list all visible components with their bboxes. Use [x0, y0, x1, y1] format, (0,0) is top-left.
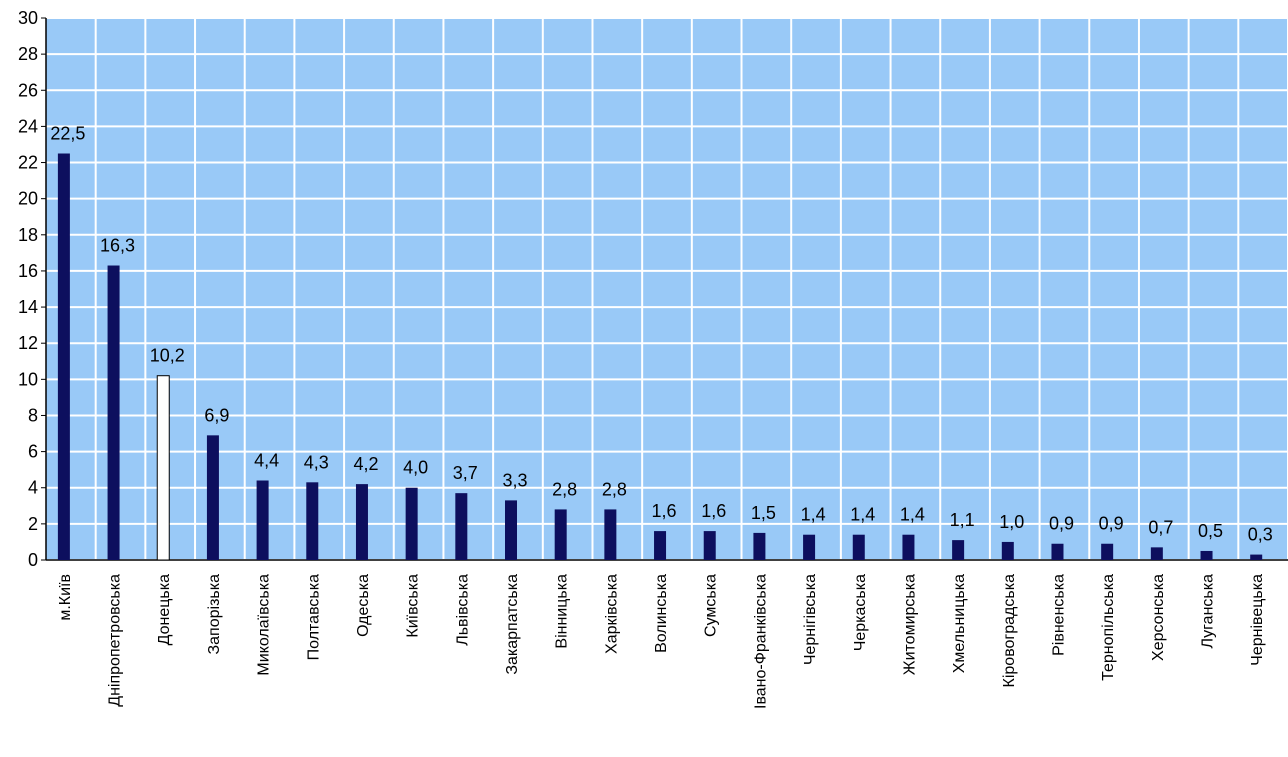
- data-label: 0,5: [1198, 521, 1223, 541]
- y-tick-label: 12: [18, 333, 38, 353]
- plot-background: [46, 18, 1288, 560]
- x-tick-label: Дніпропетровська: [107, 574, 124, 707]
- bar: [1200, 550, 1213, 560]
- data-label: 2,8: [602, 479, 627, 499]
- bar: [306, 482, 319, 560]
- x-tick-label: Донецька: [156, 574, 173, 646]
- data-label: 1,5: [751, 503, 776, 523]
- data-label: 0,3: [1248, 525, 1273, 545]
- data-label: 0,7: [1148, 517, 1173, 537]
- data-label: 1,1: [950, 510, 975, 530]
- y-tick-label: 30: [18, 8, 38, 28]
- bar: [206, 435, 219, 560]
- data-label: 1,4: [900, 505, 925, 525]
- y-tick-label: 24: [18, 116, 38, 136]
- x-tick-label: Кіровоградська: [1001, 574, 1018, 688]
- y-tick-label: 16: [18, 261, 38, 281]
- bar: [1150, 547, 1163, 560]
- bar: [405, 487, 418, 560]
- y-tick-label: 14: [18, 297, 38, 317]
- x-tick-label: Херсонська: [1150, 574, 1167, 661]
- y-tick-label: 22: [18, 153, 38, 173]
- y-tick-label: 8: [28, 405, 38, 425]
- data-label: 3,7: [453, 463, 478, 483]
- y-tick-label: 18: [18, 225, 38, 245]
- data-label: 4,2: [353, 454, 378, 474]
- x-tick-label: Полтавська: [305, 574, 322, 660]
- data-label: 1,6: [701, 501, 726, 521]
- x-tick-label: Чернігівська: [802, 574, 819, 665]
- y-tick-label: 20: [18, 189, 38, 209]
- data-label: 22,5: [50, 124, 85, 144]
- data-label: 2,8: [552, 479, 577, 499]
- bar: [753, 532, 766, 560]
- bar: [803, 534, 816, 560]
- x-tick-label: Вінницька: [554, 574, 571, 649]
- bar: [554, 509, 567, 560]
- x-tick-label: Івано-Франківська: [752, 574, 769, 709]
- y-tick-label: 0: [28, 550, 38, 570]
- data-label: 4,4: [254, 451, 279, 471]
- x-tick-label: Закарпатська: [504, 574, 521, 675]
- x-tick-label: Луганська: [1200, 574, 1217, 649]
- data-label: 10,2: [150, 346, 185, 366]
- bar: [1051, 543, 1064, 560]
- bar: [107, 265, 120, 560]
- x-tick-label: Миколаївська: [256, 574, 273, 676]
- bar: [952, 540, 965, 560]
- x-tick-label: м.Київ: [57, 574, 74, 621]
- bar: [1250, 554, 1263, 560]
- bar: [902, 534, 915, 560]
- bar: [852, 534, 865, 560]
- data-label: 4,0: [403, 458, 428, 478]
- bar: [156, 375, 170, 561]
- x-tick-label: Запорізька: [206, 574, 223, 655]
- data-label: 0,9: [1049, 514, 1074, 534]
- x-tick-label: Волинська: [653, 574, 670, 653]
- data-label: 6,9: [204, 405, 229, 425]
- data-label: 1,4: [850, 505, 875, 525]
- bar: [256, 480, 269, 560]
- bar: [355, 484, 368, 560]
- y-tick-label: 4: [28, 478, 38, 498]
- x-tick-label: Житомирська: [901, 574, 918, 675]
- bar: [654, 531, 667, 560]
- bar: [455, 493, 468, 560]
- data-label: 1,4: [801, 505, 826, 525]
- data-labels: 22,5 16,3 10,2 6,9 4,4 4,3 4,2 4,0 3,7 3,3 2,8 2,8 1…: [50, 124, 1272, 545]
- x-tick-label: Харківська: [603, 574, 620, 654]
- data-label: 16,3: [100, 236, 135, 256]
- x-tick-label: Чернівецька: [1249, 574, 1266, 666]
- y-tick-label: 10: [18, 369, 38, 389]
- y-tick-label: 26: [18, 80, 38, 100]
- data-label: 1,6: [652, 501, 677, 521]
- x-tick-label: Хмельницька: [951, 574, 968, 673]
- x-tick-label: Черкаська: [852, 574, 869, 651]
- bars: [57, 153, 1263, 561]
- bar: [703, 531, 716, 560]
- x-tick-label: Одеська: [355, 574, 372, 637]
- x-axis-category-labels: м.Київ Дніпропетровська Донецька Запорізька…: [57, 574, 1266, 709]
- bar: [1001, 541, 1014, 560]
- y-tick-label: 28: [18, 44, 38, 64]
- bar: [57, 153, 70, 560]
- x-tick-label: Тернопільська: [1100, 574, 1117, 681]
- x-tick-label: Рівненська: [1050, 574, 1067, 656]
- data-label: 0,9: [1099, 514, 1124, 534]
- bar: [505, 500, 518, 560]
- x-tick-label: Сумська: [703, 574, 720, 637]
- gridlines: [46, 17, 1288, 561]
- y-tick-label: 2: [28, 514, 38, 534]
- data-label: 3,3: [502, 470, 527, 490]
- x-tick-label: Київська: [405, 574, 422, 638]
- y-tick-label: 6: [28, 442, 38, 462]
- data-label: 1,0: [999, 512, 1024, 532]
- x-tick-label: Львівська: [454, 574, 471, 646]
- data-label: 4,3: [304, 452, 329, 472]
- bar: [1101, 543, 1114, 560]
- bar: [604, 509, 617, 560]
